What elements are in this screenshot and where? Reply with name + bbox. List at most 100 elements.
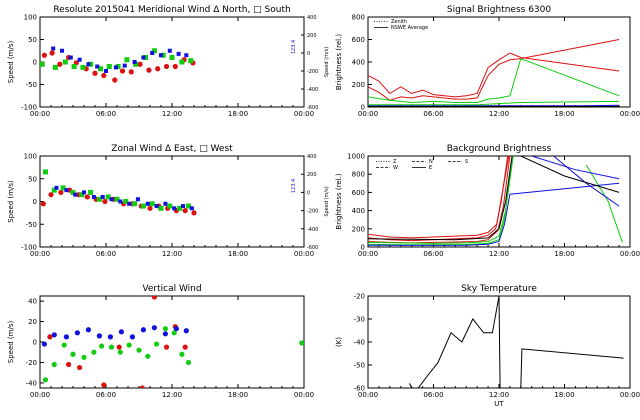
- vertical-ytick-label: -40: [26, 379, 37, 387]
- meridional-point-green: [71, 64, 77, 69]
- vertical-point-red: [77, 364, 83, 371]
- signal-ytick-label: 800: [352, 14, 365, 22]
- zonal-ytick-label: -100: [21, 244, 37, 252]
- meridional-point-red: [41, 52, 48, 58]
- zonal-data: [40, 169, 197, 216]
- zonal-point-green: [60, 185, 66, 191]
- vertical-point-green: [185, 359, 192, 366]
- vertical-point-blue: [51, 332, 57, 338]
- vertical-point-green: [117, 349, 123, 355]
- meridional-ylabel-right: Speed (m/s): [324, 47, 330, 77]
- vertical-ytick-label: 20: [28, 318, 37, 326]
- zonal-point-blue: [163, 201, 168, 206]
- meridional-point-red: [128, 69, 134, 75]
- zonal-point-green: [123, 199, 129, 204]
- signal-series-green-1: [368, 57, 620, 104]
- skytemp-series-sky-1: [409, 383, 413, 388]
- meridional-point-green: [115, 64, 121, 69]
- meridional-point-red: [137, 61, 143, 67]
- signal-legend-label: Zenith: [391, 19, 407, 25]
- meridional-point-green: [62, 59, 68, 65]
- meridional-right-annotation: 123.4: [291, 40, 297, 54]
- skytemp-series-sky-3: [520, 348, 624, 388]
- signal-ytick-label: 0: [361, 104, 365, 112]
- signal-ytick-label: 200: [352, 81, 365, 89]
- vertical-point-blue: [162, 331, 168, 337]
- meridional-point-red: [163, 63, 170, 70]
- meridional-point-blue: [51, 46, 56, 51]
- zonal-ytick-right-label: -600: [307, 245, 318, 251]
- signal-xtick-label: 00:00: [358, 110, 378, 118]
- meridional-xtick-label: 18:00: [228, 110, 248, 118]
- vertical-point-blue: [74, 330, 80, 336]
- signal-xtick-label: 00:00: [620, 110, 640, 118]
- signal-title: Signal Brightness 6300: [447, 5, 551, 15]
- signal-xtick-label: 06:00: [423, 110, 443, 118]
- meridional-title: Resolute 2015041 Meridional Wind Δ North…: [53, 5, 290, 15]
- skytemp-ytick-label: -20: [354, 293, 365, 301]
- meridional-ytick-label: 100: [24, 14, 37, 22]
- meridional-ylabel: Speed (m/s): [7, 41, 15, 84]
- signal-series-blue-1: [368, 104, 620, 107]
- meridional-point-green: [106, 64, 112, 69]
- meridional-data: [40, 46, 196, 83]
- zonal-point-green: [114, 196, 120, 202]
- zonal-ytick-label: 100: [24, 153, 37, 161]
- zonal-ytick-label: 50: [28, 175, 37, 183]
- vertical-point-blue: [41, 341, 48, 347]
- vertical-point-green: [42, 377, 49, 383]
- meridional-point-green: [124, 57, 130, 63]
- skytemp-ylabel: (K): [335, 337, 343, 347]
- vertical-point-blue: [63, 334, 69, 340]
- vertical-xtick-label: 18:00: [228, 391, 248, 399]
- zonal-point-blue: [135, 197, 140, 202]
- vertical-point-green: [126, 342, 132, 348]
- meridional-point-green: [143, 55, 149, 60]
- meridional-point-red: [146, 67, 152, 73]
- vertical-point-green: [299, 340, 304, 346]
- zonal-frame: [39, 155, 305, 248]
- skytemp-series-sky-2: [417, 296, 501, 388]
- background-series-blue-1: [368, 182, 620, 246]
- background-series-green-2: [368, 156, 514, 244]
- meridional-ytick-label: -100: [21, 104, 37, 112]
- background-legend-label: N: [429, 159, 433, 165]
- vertical-point-red: [182, 344, 188, 350]
- zonal-xtick-label: 00:00: [294, 250, 314, 258]
- zonal-ytick-right-label: 400: [307, 154, 317, 160]
- zonal-xtick-label: 18:00: [228, 250, 248, 258]
- vertical-ylabel: Speed (m/s): [7, 321, 15, 364]
- meridional-point-green: [151, 48, 157, 54]
- meridional-point-green: [188, 58, 194, 64]
- meridional-point-green: [80, 64, 86, 70]
- meridional-ytick-right-label: -200: [307, 69, 318, 75]
- skytemp-xlabel: UT: [494, 400, 504, 408]
- meridional-point-blue: [95, 64, 100, 69]
- zonal-point-red: [40, 201, 46, 207]
- vertical-point-blue: [118, 329, 124, 335]
- meridional-point-blue: [184, 53, 189, 58]
- signal-series-red-2: [368, 39, 620, 101]
- vertical-point-green: [99, 343, 105, 349]
- zonal-xtick-label: 06:00: [96, 250, 116, 258]
- zonal-point-green: [51, 187, 57, 193]
- skytemp-xtick-label: 00:00: [620, 391, 640, 399]
- vertical-ytick-label: -20: [26, 359, 37, 367]
- vertical-point-blue: [96, 333, 102, 339]
- meridional-point-green: [169, 55, 175, 60]
- background-legend-label: E: [429, 165, 432, 171]
- zonal-point-green: [96, 196, 102, 202]
- zonal-point-blue: [145, 201, 150, 206]
- panel-signal: Signal Brightness 6300 00:00 06:00 12:00 18:…: [335, 5, 640, 118]
- meridional-ytick-right-label: 0: [307, 51, 310, 57]
- skytemp-xtick-label: 00:00: [358, 391, 378, 399]
- panel-meridional: Resolute 2015041 Meridional Wind Δ North…: [7, 5, 330, 118]
- background-series-red-2: [368, 156, 510, 239]
- meridional-point-red: [119, 68, 126, 74]
- vertical-point-blue: [183, 328, 189, 334]
- zonal-point-green: [88, 189, 94, 195]
- zonal-point-red: [58, 189, 64, 195]
- background-ytick-label: 400: [352, 207, 365, 215]
- vertical-point-green: [179, 351, 185, 357]
- meridional-frame: [39, 16, 305, 108]
